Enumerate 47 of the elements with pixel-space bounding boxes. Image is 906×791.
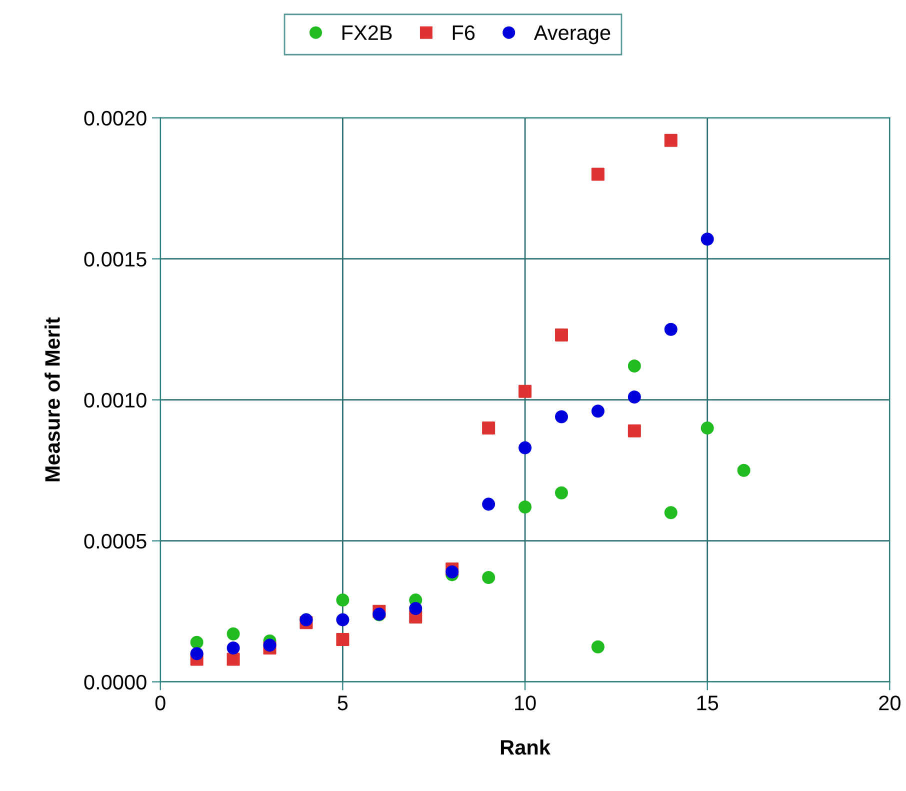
point [482, 422, 496, 435]
point [591, 168, 604, 181]
point [518, 441, 532, 454]
legend-label: Average [534, 26, 610, 44]
y-tick-label: 0.0020 [84, 110, 146, 126]
point [664, 134, 678, 147]
x-tick-label: 15 [697, 696, 718, 710]
x-tick-label: 20 [879, 696, 900, 710]
point [482, 571, 496, 584]
point [336, 594, 350, 607]
point [554, 486, 568, 500]
point [190, 647, 204, 660]
point [518, 500, 532, 514]
point [336, 633, 350, 646]
point [628, 390, 641, 404]
legend-label: F6 [452, 25, 475, 40]
y-tick-label: 0.0010 [84, 392, 146, 408]
point [226, 652, 240, 666]
y-tick-label: 0.0005 [84, 534, 146, 549]
y-axis-title: Measure of Merit [44, 317, 60, 482]
point [336, 613, 350, 626]
point [482, 498, 496, 511]
point [628, 360, 641, 373]
x-tick-label: 5 [338, 696, 348, 710]
point [554, 410, 568, 424]
y-tick-label: 0.0000 [84, 674, 146, 690]
point [664, 322, 678, 336]
point [263, 638, 276, 652]
point [737, 464, 750, 477]
x-axis-title: Rank [500, 739, 551, 755]
point [554, 328, 568, 342]
point [700, 422, 714, 435]
point [190, 636, 204, 649]
point [700, 232, 714, 246]
point [591, 640, 604, 654]
point [226, 642, 240, 655]
point [518, 384, 532, 398]
point [409, 602, 422, 616]
point [226, 627, 240, 640]
point [446, 565, 459, 578]
legend-label: FX2B [342, 25, 392, 40]
x-tick-label: 0 [155, 696, 166, 710]
point [628, 424, 641, 438]
point [664, 506, 678, 520]
point [591, 404, 604, 418]
x-tick-label: 10 [515, 696, 536, 710]
y-tick-label: 0.0015 [84, 252, 146, 267]
